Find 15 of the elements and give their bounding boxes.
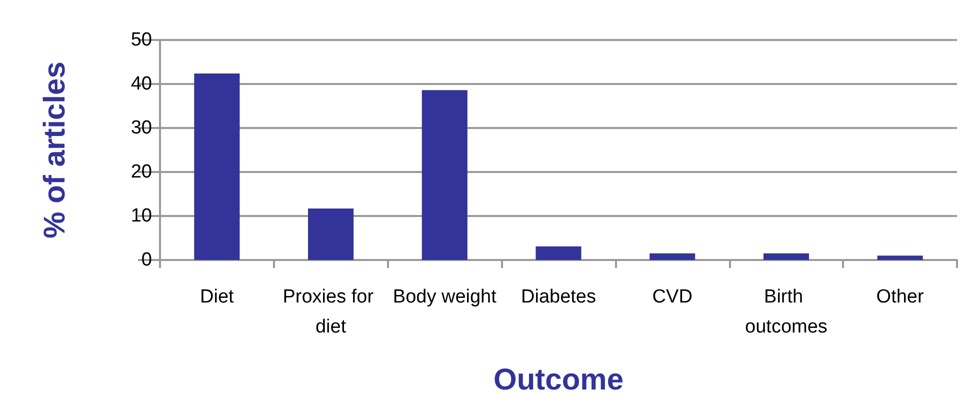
y-tick-label: 20	[130, 162, 152, 182]
y-tick-label: 30	[130, 118, 152, 138]
x-tick-label: Diet	[200, 286, 235, 308]
x-tick-label: Proxies for diet	[282, 286, 379, 338]
x-tick-label: CVD	[652, 286, 692, 308]
x-tick-label: Diabetes	[521, 286, 596, 308]
y-tick-label: 10	[130, 206, 152, 226]
x-tick-label: Birth outcomes	[745, 286, 828, 338]
x-tick-label: Body weight	[392, 286, 498, 308]
y-tick-label: 50	[130, 30, 152, 50]
y-tick-label: 0	[141, 250, 152, 270]
x-tick-label: Other	[876, 286, 924, 308]
y-axis-title: % of articles	[38, 62, 72, 238]
x-axis-title: Outcome	[493, 364, 624, 396]
y-tick-label: 40	[130, 74, 152, 94]
